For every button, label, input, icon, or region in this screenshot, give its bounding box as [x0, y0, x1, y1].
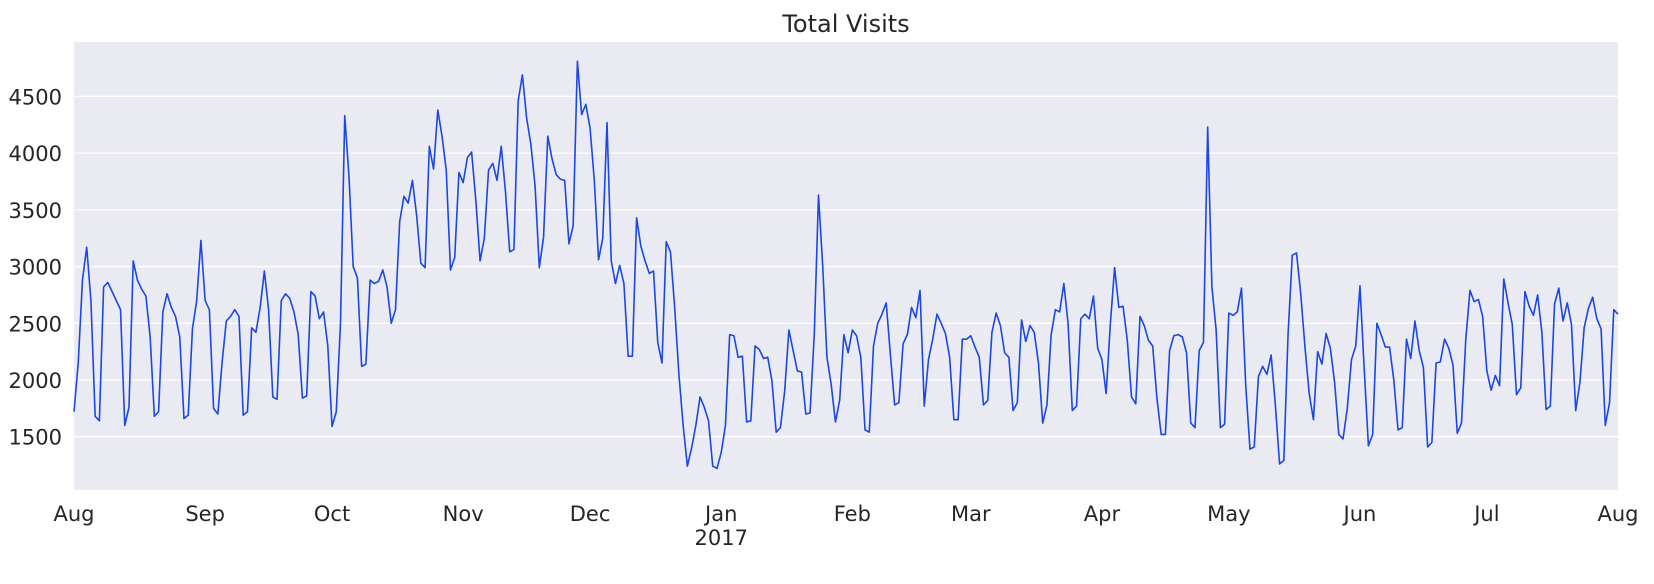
x-tick-label: Sep: [185, 502, 225, 526]
series-line-total-visits: [73, 60, 1619, 470]
x-tick-label: Apr: [1084, 502, 1121, 526]
y-tick-label: 2500: [9, 312, 62, 336]
series-layer: [73, 60, 1619, 470]
x-axis-tick-labels: Aug Sep Oct Nov Dec Jan Feb Mar Apr May Jun Jul Aug 2…: [53, 502, 1638, 550]
x-year-label: 2017: [694, 526, 747, 550]
x-tick-label: Jan: [703, 502, 737, 526]
x-tick-label: Oct: [314, 502, 350, 526]
x-tick-label: Feb: [834, 502, 871, 526]
y-tick-label: 4500: [9, 85, 62, 109]
y-tick-label: 4000: [9, 142, 62, 166]
chart-title: Total Visits: [781, 10, 909, 38]
x-tick-label: Nov: [443, 502, 484, 526]
y-axis-tick-labels: 1500 2000 2500 3000 3500 4000 4500: [9, 85, 62, 449]
x-tick-label: May: [1207, 502, 1250, 526]
x-tick-label: Dec: [570, 502, 611, 526]
x-tick-label: Jun: [1342, 502, 1377, 526]
y-tick-label: 2000: [9, 369, 62, 393]
x-tick-label: Mar: [951, 502, 991, 526]
x-tick-label: Aug: [53, 502, 94, 526]
x-tick-label: Jul: [1472, 502, 1499, 526]
y-tick-label: 3000: [9, 256, 62, 280]
grid-lines: [74, 95, 1618, 438]
x-tick-label: Aug: [1597, 502, 1638, 526]
y-tick-label: 1500: [9, 426, 62, 450]
y-tick-label: 3500: [9, 199, 62, 223]
